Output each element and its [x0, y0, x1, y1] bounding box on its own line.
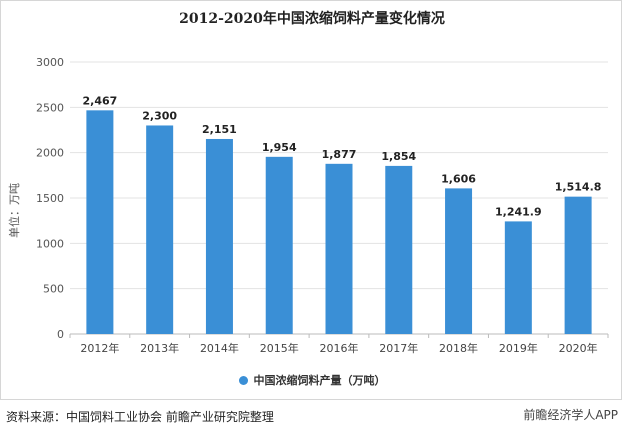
- bar: [504, 221, 532, 334]
- legend: 中国浓缩饲料产量（万吨）: [0, 372, 624, 388]
- x-tick-label: 2015年: [260, 341, 299, 355]
- x-tick-label: 2019年: [499, 341, 538, 355]
- app-watermark: 前瞻经济学人APP: [523, 408, 618, 422]
- bar: [86, 110, 114, 334]
- y-tick-label: 0: [57, 328, 64, 341]
- y-tick-label: 1000: [36, 237, 64, 250]
- y-tick-label: 3000: [36, 56, 64, 69]
- bar: [385, 165, 413, 334]
- footer: 资料来源：中国饲料工业协会 前瞻产业研究院整理 前瞻经济学人APP: [0, 404, 624, 437]
- data-label: 1,877: [322, 148, 357, 161]
- y-tick-label: 2000: [36, 147, 64, 160]
- bar: [445, 188, 473, 334]
- x-tick-label: 2016年: [320, 341, 359, 355]
- y-tick-label: 1500: [36, 192, 64, 205]
- data-label: 1,854: [381, 150, 416, 163]
- data-label: 1,241.9: [495, 205, 542, 218]
- legend-label: 中国浓缩饲料产量（万吨）: [253, 374, 386, 387]
- data-label: 2,300: [142, 109, 177, 122]
- bar: [325, 163, 353, 334]
- data-label: 2,467: [82, 94, 117, 107]
- bar: [564, 196, 592, 334]
- legend-swatch: [238, 376, 248, 385]
- source-note: 资料来源：中国饲料工业协会 前瞻产业研究院整理: [6, 410, 274, 424]
- x-tick-label: 2017年: [379, 341, 418, 355]
- chart-title: 2012-2020年中国浓缩饲料产量变化情况: [179, 11, 445, 27]
- data-label: 2,151: [202, 123, 237, 136]
- data-label: 1,954: [262, 141, 297, 154]
- data-label: 1,514.8: [555, 181, 602, 194]
- bar: [205, 138, 233, 334]
- x-tick-label: 2012年: [80, 341, 119, 355]
- bar: [265, 156, 293, 334]
- data-label: 1,606: [441, 172, 476, 185]
- x-tick-label: 2013年: [140, 341, 179, 355]
- x-tick-label: 2020年: [559, 341, 598, 355]
- y-tick-label: 2500: [36, 101, 64, 114]
- x-tick-label: 2018年: [439, 341, 478, 355]
- y-tick-label: 500: [43, 283, 64, 296]
- x-tick-label: 2014年: [200, 341, 239, 355]
- bar: [146, 125, 174, 334]
